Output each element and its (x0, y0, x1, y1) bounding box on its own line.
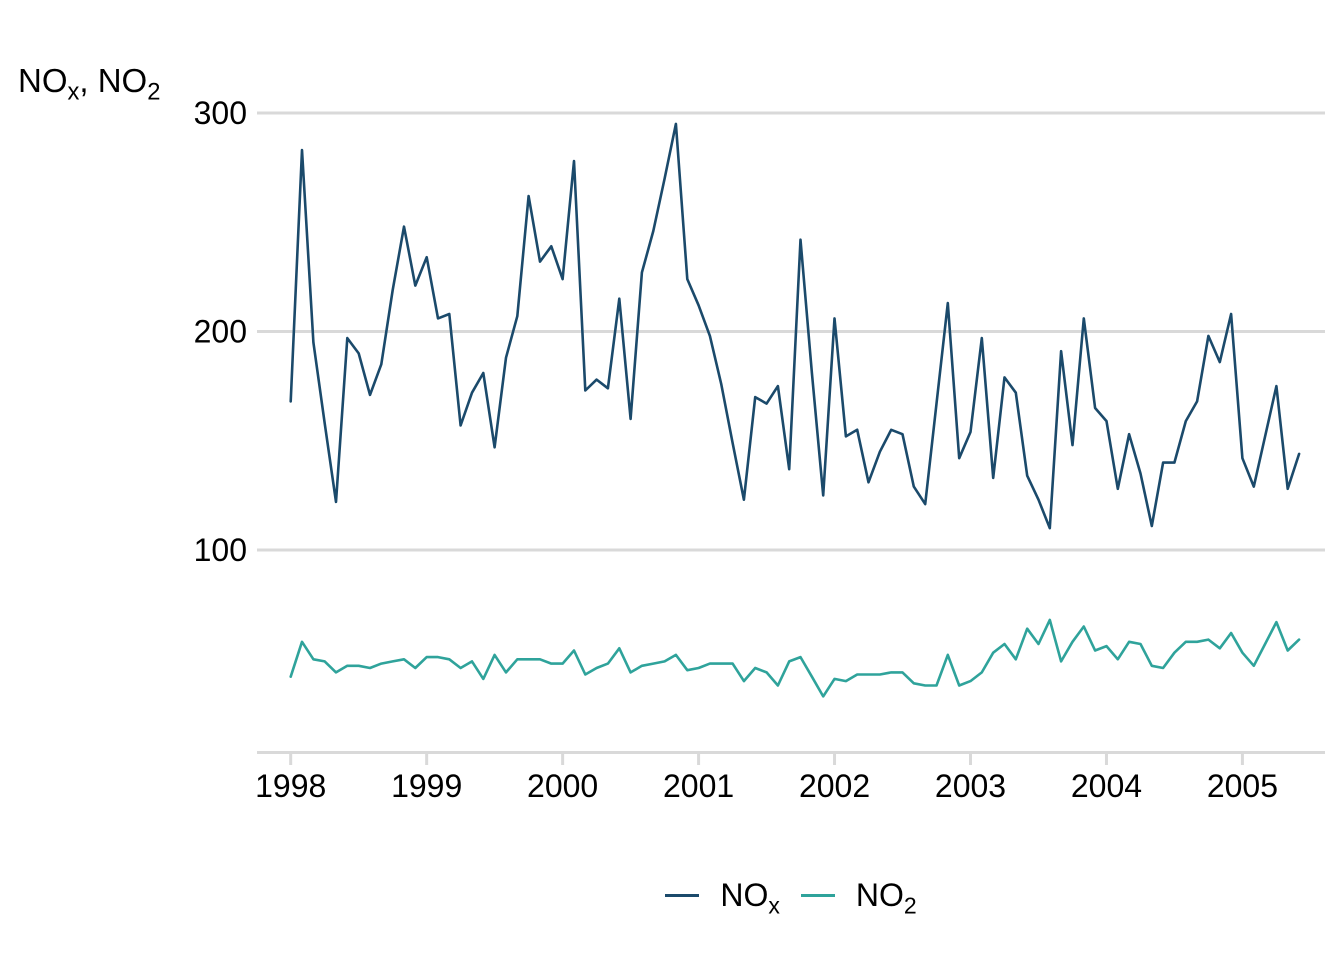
y-axis-title-sub1: x (67, 78, 80, 106)
legend-swatch-no2 (800, 893, 835, 897)
legend-label-no2: NO2 (855, 876, 917, 917)
legend-label-no2-sub: 2 (903, 891, 917, 918)
legend-swatch-nox (665, 893, 700, 897)
x-tick-label-2004: 2004 (1071, 768, 1142, 804)
x-tick-label-1999: 1999 (391, 768, 462, 804)
y-axis-title-sub2: 2 (147, 78, 161, 106)
y-tick-label-200: 200 (194, 314, 247, 350)
legend-label-nox-sub: x (768, 891, 780, 918)
y-axis-title-base2: NO (97, 62, 148, 99)
legend: NOx NO2 (257, 872, 1325, 918)
y-axis-title: NOx, NO2 (18, 62, 160, 104)
y-axis-title-base1: NO (18, 62, 68, 99)
x-tick-label-1998: 1998 (255, 768, 326, 804)
legend-label-no2-base: NO (855, 876, 904, 913)
series-line-NOx (289, 122, 1301, 530)
x-tick-label-2002: 2002 (799, 768, 870, 804)
y-tick-label-100: 100 (194, 532, 247, 568)
x-tick-label-2000: 2000 (527, 768, 598, 804)
x-tick-label-2001: 2001 (663, 768, 734, 804)
y-tick-label-300: 300 (194, 95, 247, 131)
legend-label-nox: NOx (720, 876, 780, 917)
legend-label-nox-base: NO (720, 876, 769, 913)
x-tick-label-2005: 2005 (1207, 768, 1278, 804)
series-line-NO2 (289, 618, 1301, 698)
y-axis-title-separator: , (79, 62, 98, 99)
x-tick-label-2003: 2003 (935, 768, 1006, 804)
